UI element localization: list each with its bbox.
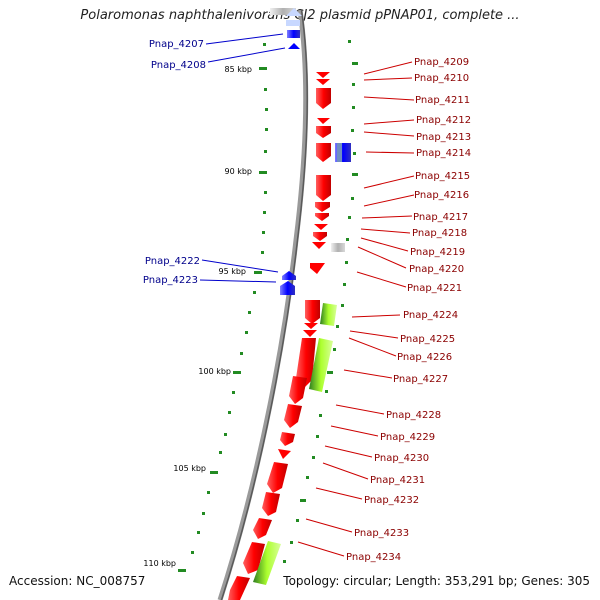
gene-4227 — [296, 338, 316, 388]
gene-label-4209: Pnap_4209 — [414, 57, 469, 68]
gene-4234-green — [253, 541, 281, 585]
gene-4220 — [312, 242, 326, 249]
gene-label-4234: Pnap_4234 — [346, 552, 401, 563]
gene-4230 — [280, 432, 295, 446]
gene-label-4221: Pnap_4221 — [407, 283, 462, 294]
gene-label-4208: Pnap_4208 — [151, 60, 206, 71]
gene-label-4228: Pnap_4228 — [386, 410, 441, 421]
gene-4220-gray — [331, 243, 345, 252]
gene-4216 — [315, 202, 330, 212]
left-gene-labels: Pnap_4207 Pnap_4208 Pnap_4222 Pnap_4223 — [143, 33, 286, 286]
plasmid-backbone-shade — [220, 9, 309, 600]
gene-4226 — [303, 330, 317, 337]
gene-4235 — [228, 576, 250, 600]
gc-content-ticks — [178, 43, 268, 572]
gene-label-4223: Pnap_4223 — [143, 275, 198, 286]
gene-label-4227: Pnap_4227 — [393, 374, 448, 385]
scale-label-95: 95 kbp — [218, 267, 246, 276]
scale-label-100: 100 kbp — [198, 367, 231, 376]
gene-4213 — [316, 126, 331, 138]
gene-4214-rev-stripe — [337, 143, 342, 162]
scale-labels: 85 kbp 90 kbp 95 kbp 100 kbp 105 kbp 110… — [143, 65, 252, 568]
gene-4232 — [267, 462, 288, 493]
plasmid-backbone — [217, 9, 309, 600]
gene-4234 — [243, 542, 265, 574]
gene-label-4211: Pnap_4211 — [415, 95, 470, 106]
gene-4232b — [262, 492, 280, 516]
gene-4211 — [316, 88, 331, 109]
gene-label-4230: Pnap_4230 — [374, 453, 429, 464]
scale-label-105: 105 kbp — [173, 464, 206, 473]
gene-4233 — [253, 518, 272, 539]
gene-label-4210: Pnap_4210 — [414, 73, 469, 84]
gc-skew-ticks — [283, 40, 358, 563]
gene-4215 — [316, 175, 331, 201]
gene-4224-green — [320, 303, 337, 326]
gene-4214 — [316, 143, 331, 162]
accession-text: Accession: NC_008757 — [9, 574, 146, 588]
gene-label-4224: Pnap_4224 — [403, 310, 458, 321]
gene-label-4232: Pnap_4232 — [364, 495, 419, 506]
gene-4228 — [289, 376, 307, 404]
gene-label-4213: Pnap_4213 — [416, 132, 471, 143]
gene-4209 — [316, 72, 330, 78]
scale-label-90: 90 kbp — [224, 167, 252, 176]
scale-label-85: 85 kbp — [224, 65, 252, 74]
gene-label-4218: Pnap_4218 — [412, 228, 467, 239]
gene-label-4215: Pnap_4215 — [415, 171, 470, 182]
summary-text: Topology: circular; Length: 353,291 bp; … — [283, 574, 590, 588]
gene-4219 — [313, 232, 327, 241]
gene-label-4225: Pnap_4225 — [400, 334, 455, 345]
gene-4210 — [316, 79, 330, 85]
right-gene-labels: Pnap_4209 Pnap_4210 Pnap_4211 Pnap_4212 … — [297, 57, 471, 563]
gene-label-4207: Pnap_4207 — [149, 39, 204, 50]
gene-label-4219: Pnap_4219 — [410, 247, 465, 258]
gene-label-4222: Pnap_4222 — [145, 256, 200, 267]
gene-4217 — [315, 213, 329, 221]
gene-label-4214: Pnap_4214 — [416, 148, 471, 159]
gene-label-4217: Pnap_4217 — [413, 212, 468, 223]
gene-4227-green — [309, 338, 333, 392]
gene-label-4231: Pnap_4231 — [370, 475, 425, 486]
gene-4221 — [310, 263, 325, 274]
gene-label-4226: Pnap_4226 — [397, 352, 452, 363]
gene-4224 — [305, 300, 320, 324]
gene-4212 — [317, 118, 330, 124]
gene-label-4229: Pnap_4229 — [380, 432, 435, 443]
gene-feature-top-lightblue-2 — [286, 20, 300, 26]
scale-label-110: 110 kbp — [143, 559, 176, 568]
gene-4223 — [280, 281, 295, 295]
gene-4207 — [287, 30, 300, 38]
gene-4229 — [284, 404, 302, 428]
gene-feature-top-lightblue — [286, 8, 302, 16]
gene-4222 — [282, 271, 296, 280]
gene-label-4216: Pnap_4216 — [414, 190, 469, 201]
gene-label-4220: Pnap_4220 — [409, 264, 464, 275]
gene-4225 — [304, 323, 318, 329]
gene-4231 — [278, 449, 291, 459]
gene-4218 — [314, 224, 328, 230]
gene-label-4212: Pnap_4212 — [416, 115, 471, 126]
gene-4208 — [288, 43, 300, 49]
gene-label-4233: Pnap_4233 — [354, 528, 409, 539]
